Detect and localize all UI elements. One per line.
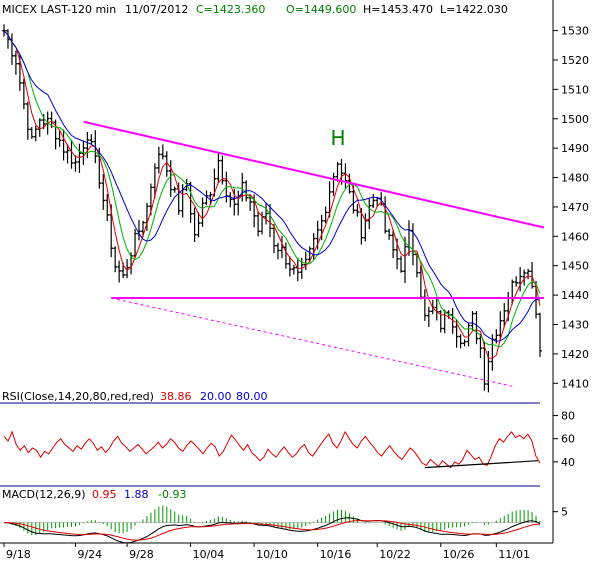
ma-medium-line <box>3 30 541 348</box>
header-high: H=1453.470 <box>363 3 433 16</box>
x-tick-label: 10/04 <box>193 548 225 561</box>
price-tick-label: 1500 <box>561 113 589 126</box>
macd-value: 0.95 <box>92 488 117 501</box>
x-tick-label: 10/26 <box>443 548 475 561</box>
x-tick-label: 10/16 <box>320 548 352 561</box>
x-tick-label: 9/28 <box>129 548 154 561</box>
macd-lines <box>3 505 541 544</box>
macd-tick-label: 5 <box>561 506 568 519</box>
price-tick-label: 1470 <box>561 201 589 214</box>
price-lines <box>2 24 542 393</box>
price-tick-label: 1410 <box>561 377 589 390</box>
macd-histogram-value: -0.93 <box>158 488 186 501</box>
x-tick-label: 9/18 <box>6 548 31 561</box>
trendline-3 <box>111 297 513 387</box>
macd-title: MACD(12,26,9) <box>2 488 86 501</box>
macd-panel: MACD(12,26,9) 0.95 1.88 -0.93 5 <box>2 488 568 544</box>
header-close: C=1423.360 <box>196 3 265 16</box>
price-tick-label: 1490 <box>561 142 589 155</box>
price-tick-label: 1480 <box>561 172 589 185</box>
head-annotation: H <box>331 126 346 150</box>
rsi-lines <box>3 430 541 469</box>
price-tick-label: 1460 <box>561 230 589 243</box>
price-tick-label: 1430 <box>561 319 589 332</box>
rsi-y-ticks: 40 60 80 <box>553 410 575 469</box>
x-tick-label: 10/22 <box>379 548 411 561</box>
rsi-upper-bound: 80.00 <box>236 390 268 403</box>
rsi-line <box>3 430 541 469</box>
rsi-title: RSI(Close,14,20,80,red,red) <box>2 390 154 403</box>
x-tick-label: 11/01 <box>498 548 530 561</box>
ma-slow-line <box>3 30 541 342</box>
price-tick-label: 1530 <box>561 25 589 38</box>
rsi-panel: RSI(Close,14,20,80,red,red) 38.86 20.00 … <box>2 390 575 469</box>
rsi-lower-bound: 20.00 <box>200 390 232 403</box>
macd-line <box>3 517 541 544</box>
rsi-value: 38.86 <box>160 390 192 403</box>
price-tick-label: 1450 <box>561 260 589 273</box>
price-trendlines <box>83 120 545 387</box>
header-date: 11/07/2012 <box>125 3 188 16</box>
price-tick-label: 1510 <box>561 83 589 96</box>
rsi-tick-label: 40 <box>561 456 575 469</box>
x-tick-label: 10/10 <box>256 548 288 561</box>
rsi-trendline <box>424 460 539 469</box>
macd-y-ticks: 5 <box>553 506 568 519</box>
price-tick-label: 1440 <box>561 289 589 302</box>
rsi-tick-label: 60 <box>561 433 575 446</box>
x-tick-label: 9/24 <box>77 548 102 561</box>
trendline-1 <box>83 120 545 229</box>
price-y-ticks: 1410 1420 1430 1440 1450 1460 1470 1480 1490 1500… <box>553 25 589 390</box>
price-tick-label: 1420 <box>561 348 589 361</box>
price-tick-label: 1520 <box>561 54 589 67</box>
header-open: O=1449.600 <box>286 3 356 16</box>
macd-signal-value: 1.88 <box>124 488 149 501</box>
header-low: L=1422.030 <box>440 3 508 16</box>
rsi-tick-label: 80 <box>561 410 575 423</box>
header-instrument: MICEX LAST-120 min <box>2 3 116 16</box>
price-panel: 1410 1420 1430 1440 1450 1460 1470 1480 1490 1500… <box>2 0 589 543</box>
x-axis-labels: 9/18 9/24 9/28 10/04 10/10 10/16 10/22 10/26 11/… <box>3 543 530 561</box>
macd-signal-line <box>3 520 541 541</box>
